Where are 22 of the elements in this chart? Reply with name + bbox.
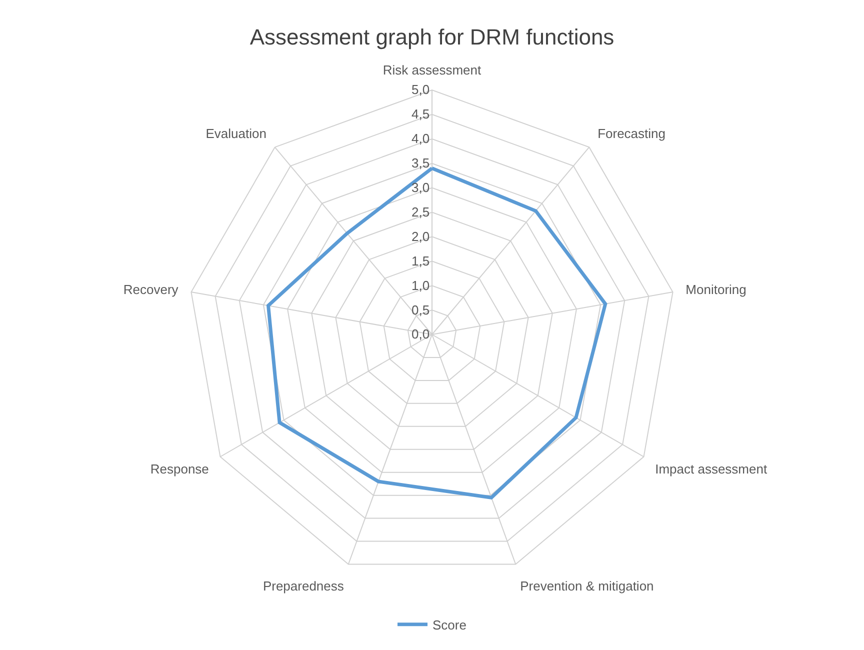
spoke-label: Prevention & mitigation [520, 578, 654, 594]
legend-label: Score [432, 617, 466, 632]
spoke-label: Forecasting [598, 126, 666, 142]
y-tick-label: 3,5 [411, 156, 430, 171]
spoke-label: Risk assessment [382, 62, 482, 78]
spoke-label: Evaluation [206, 126, 266, 142]
y-tick-label: 1,0 [411, 278, 430, 293]
spoke-label: Response [150, 462, 209, 477]
y-tick-label: 5,0 [411, 82, 430, 98]
y-tick-label: 2,0 [411, 228, 430, 244]
y-tick-label: 0,0 [411, 326, 430, 342]
y-tick-label: 3,0 [411, 180, 430, 196]
chart-title: Assessment graph for DRM functions [250, 24, 614, 50]
y-tick-label: 2,5 [411, 204, 430, 220]
y-tick-label: 4,5 [411, 106, 430, 122]
y-tick-label: 0,5 [411, 302, 430, 318]
y-tick-label: 4,0 [411, 131, 430, 146]
y-tick-label: 1,5 [411, 253, 430, 268]
spoke-label: Recovery [123, 282, 179, 297]
spoke-label: Impact assessment [655, 462, 768, 477]
spoke-label: Monitoring [686, 282, 746, 297]
spoke-label: Preparedness [262, 578, 344, 594]
